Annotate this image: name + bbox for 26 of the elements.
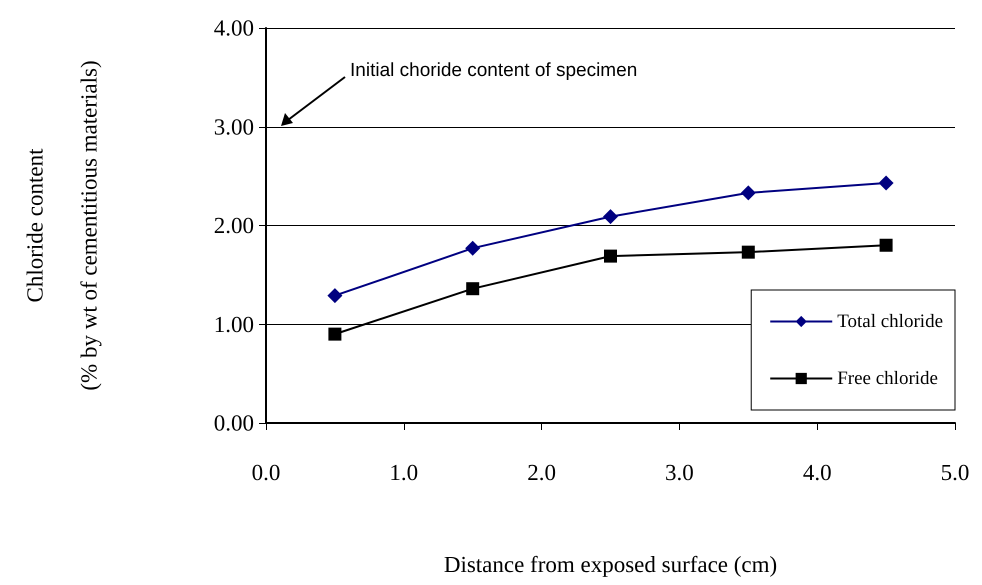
point	[878, 176, 894, 191]
x-tick-label: 5.0	[940, 460, 970, 485]
point	[740, 185, 756, 200]
point	[604, 250, 617, 263]
annotation: Initial choride content of specimen	[350, 60, 638, 81]
point	[327, 288, 342, 304]
point	[603, 209, 618, 224]
legend-label: Free chloride	[837, 368, 938, 389]
y-tick-label: 4.00	[214, 16, 254, 40]
point	[465, 240, 480, 256]
point	[880, 238, 893, 252]
y-tick-label: 3.00	[214, 114, 254, 140]
x-tick-label: 4.0	[802, 460, 832, 485]
x-tick-label: 2.0	[527, 460, 556, 485]
x-axis-title: Distance from exposed surface (cm)	[444, 552, 778, 577]
point	[328, 328, 342, 341]
y-tick-label: 2.00	[214, 213, 254, 238]
x-tick-label: 0.0	[252, 460, 280, 485]
y-tick-label: 1.00	[214, 312, 254, 337]
point	[742, 246, 755, 259]
text: Chloride content (% by wt of cementitious materials)	[22, 60, 102, 391]
x-tick-label: 1.0	[389, 460, 418, 485]
y-tick-label: 0.00	[214, 410, 254, 436]
x-tick-label: 3.0	[665, 460, 694, 485]
point	[466, 282, 480, 296]
legend-label: Total chloride	[837, 311, 944, 332]
